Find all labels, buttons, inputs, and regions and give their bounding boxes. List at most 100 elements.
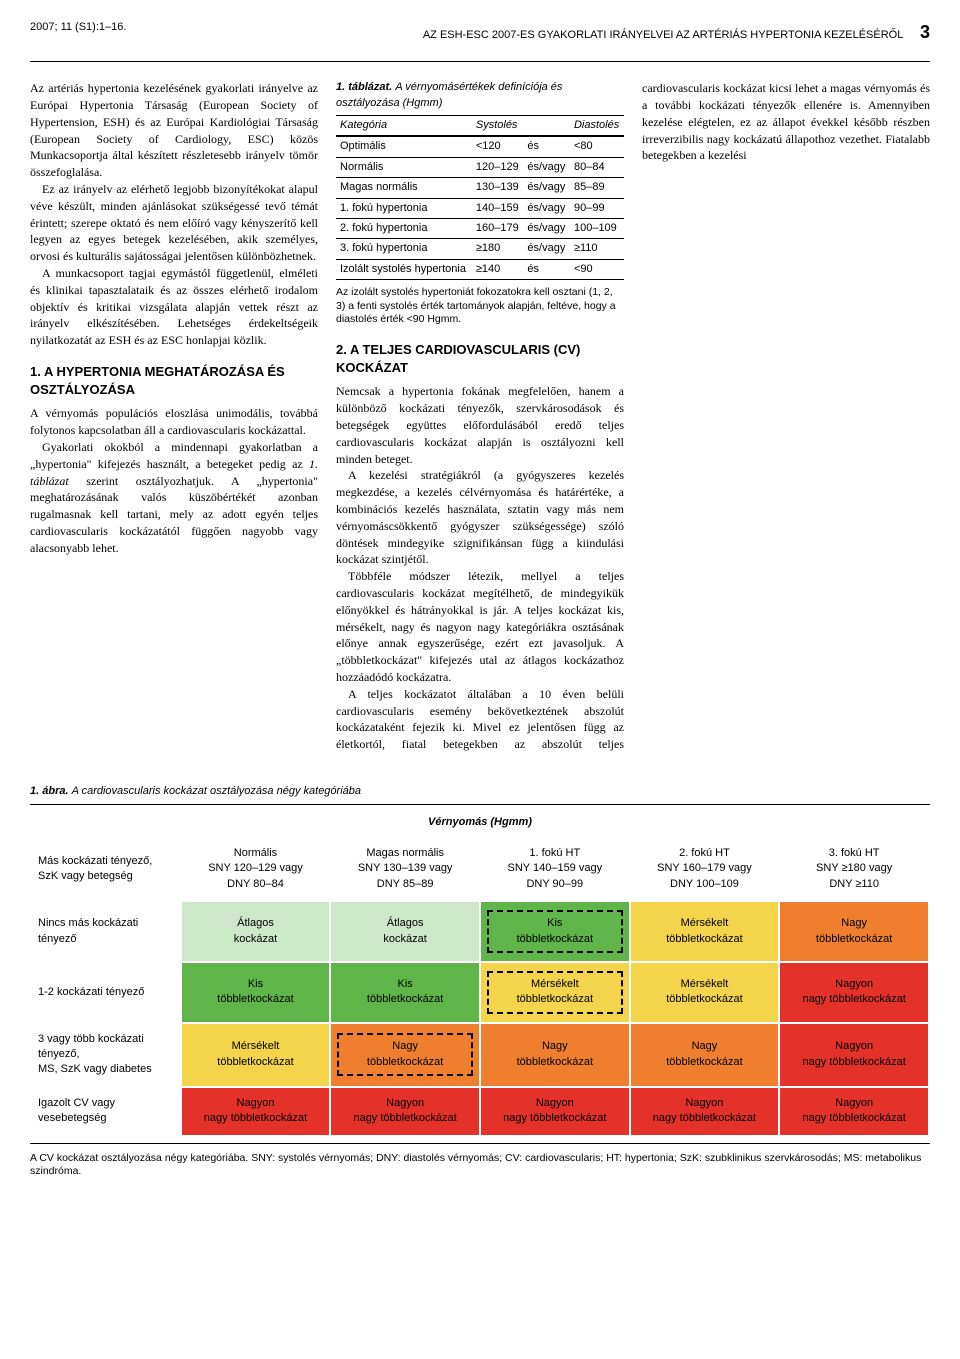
table-cell: 80–84 — [570, 157, 624, 177]
risk-table: Más kockázati tényező,SzK vagy betegségN… — [30, 836, 930, 1137]
figure-1-footnote: A CV kockázat osztályozása négy kategóri… — [30, 1152, 930, 1179]
risk-row-header: Nincs más kockázati tényező — [31, 901, 181, 962]
table-row: Izolált systolés hypertonia≥140és<90 — [336, 259, 624, 279]
risk-cell: Mérsékelttöbbletkockázat — [480, 962, 630, 1023]
para-intro-3: A munkacsoport tagjai egymástól függetle… — [30, 265, 318, 349]
figure-1-bottom-rule — [30, 1143, 930, 1144]
table-cell: 160–179 — [472, 218, 524, 238]
table-cell: Izolált systolés hypertonia — [336, 259, 472, 279]
table-cell: ≥110 — [570, 239, 624, 259]
para-2-1: Nemcsak a hypertonia fokának megfelelően… — [336, 383, 624, 467]
para-intro-2: Ez az irányelv az elérhető legjobb bizon… — [30, 181, 318, 265]
table-row: 1. fokú hypertonia140–159és/vagy90–99 — [336, 198, 624, 218]
table-row: Nincs más kockázati tényezőÁtlagoskockáz… — [31, 901, 929, 962]
table-1-header-cell: Diastolés — [570, 115, 624, 136]
risk-cell: Nagytöbbletkockázat — [630, 1023, 780, 1087]
table-cell: <80 — [570, 136, 624, 157]
table-cell: és/vagy — [523, 218, 570, 238]
body-columns: Az artériás hypertonia kezelésének gyako… — [30, 80, 930, 760]
table-cell: és/vagy — [523, 157, 570, 177]
table-row: Normális120–129és/vagy80–84 — [336, 157, 624, 177]
para-2-3: Többféle módszer létezik, mellyel a telj… — [336, 568, 624, 686]
risk-col-header: NormálisSNY 120–129 vagyDNY 80–84 — [181, 837, 331, 901]
risk-cell: Nagyonnagy többletkockázat — [480, 1087, 630, 1136]
risk-cell: Kistöbbletkockázat — [181, 962, 331, 1023]
table-row: Magas normális130–139és/vagy85–89 — [336, 178, 624, 198]
table-1-header-cell: Kategória — [336, 115, 472, 136]
running-header: 2007; 11 (S1):1–16. AZ ESH-ESC 2007-ES G… — [30, 20, 930, 45]
risk-cell: Nagytöbbletkockázat — [330, 1023, 480, 1087]
table-row: 2. fokú hypertonia160–179és/vagy100–109 — [336, 218, 624, 238]
header-rule — [30, 61, 930, 62]
risk-cell: Kistöbbletkockázat — [480, 901, 630, 962]
risk-cell: Átlagoskockázat — [181, 901, 331, 962]
table-cell: és/vagy — [523, 239, 570, 259]
bp-classification-table: KategóriaSystolés Diastolés Optimális<120… — [336, 115, 624, 280]
figure-1-rule — [30, 804, 930, 805]
figure-1: 1. ábra. A cardiovascularis kockázat osz… — [30, 784, 930, 1179]
table-cell: ≥180 — [472, 239, 524, 259]
table-cell: Magas normális — [336, 178, 472, 198]
heading-1: 1. A HYPERTONIA MEGHATÁROZÁSA ÉS OSZTÁLY… — [30, 363, 318, 399]
table-1-header-cell — [523, 115, 570, 136]
bp-group-header: Vérnyomás (Hgmm) — [30, 809, 930, 836]
page-number: 3 — [920, 22, 930, 42]
risk-cell: Nagyonnagy többletkockázat — [779, 1087, 929, 1136]
risk-cell: Kistöbbletkockázat — [330, 962, 480, 1023]
risk-row-header: 3 vagy több kockázati tényező,MS, SzK va… — [31, 1023, 181, 1087]
para-1-1: A vérnyomás populációs eloszlása unimodá… — [30, 405, 318, 439]
risk-cell: Nagytöbbletkockázat — [480, 1023, 630, 1087]
table-cell: Optimális — [336, 136, 472, 157]
para-1-2: Gyakorlati okokból a mindennapi gyakorla… — [30, 439, 318, 557]
figure-1-caption: 1. ábra. A cardiovascularis kockázat osz… — [30, 784, 930, 799]
risk-col-header: Magas normálisSNY 130–139 vagyDNY 85–89 — [330, 837, 480, 901]
table-row: Optimális<120és<80 — [336, 136, 624, 157]
risk-cell: Mérsékelttöbbletkockázat — [630, 901, 780, 962]
risk-col-header: 1. fokú HTSNY 140–159 vagyDNY 90–99 — [480, 837, 630, 901]
table-cell: Normális — [336, 157, 472, 177]
table-row: Igazolt CV vagy vesebetegségNagyonnagy t… — [31, 1087, 929, 1136]
table-cell: 130–139 — [472, 178, 524, 198]
table-1-caption: 1. táblázat. A vérnyomásértékek definíci… — [336, 80, 624, 111]
risk-cell: Nagyonnagy többletkockázat — [779, 962, 929, 1023]
risk-cell: Nagyonnagy többletkockázat — [779, 1023, 929, 1087]
table-cell: és — [523, 136, 570, 157]
table-row: 3 vagy több kockázati tényező,MS, SzK va… — [31, 1023, 929, 1087]
risk-cell: Nagytöbbletkockázat — [779, 901, 929, 962]
table-cell: 120–129 — [472, 157, 524, 177]
risk-cell: Mérsékelttöbbletkockázat — [630, 962, 780, 1023]
risk-col-header: 3. fokú HTSNY ≥180 vagyDNY ≥110 — [779, 837, 929, 901]
table-1: 1. táblázat. A vérnyomásértékek definíci… — [336, 80, 624, 327]
table-cell: és/vagy — [523, 178, 570, 198]
table-row: 3. fokú hypertonia≥180és/vagy≥110 — [336, 239, 624, 259]
risk-cell: Átlagoskockázat — [330, 901, 480, 962]
journal-ref: 2007; 11 (S1):1–16. — [30, 20, 126, 45]
risk-row-header: 1-2 kockázati tényező — [31, 962, 181, 1023]
table-cell: <90 — [570, 259, 624, 279]
risk-cell: Mérsékelttöbbletkockázat — [181, 1023, 331, 1087]
table-cell: 100–109 — [570, 218, 624, 238]
table-cell: 140–159 — [472, 198, 524, 218]
para-2-2: A kezelési stratégiákról (a gyógyszeres … — [336, 467, 624, 568]
risk-cell: Nagyonnagy többletkockázat — [630, 1087, 780, 1136]
risk-col-header: 2. fokú HTSNY 160–179 vagyDNY 100–109 — [630, 837, 780, 901]
table-cell: 1. fokú hypertonia — [336, 198, 472, 218]
heading-2: 2. A TELJES CARDIOVASCULARIS (CV) KOCKÁZ… — [336, 341, 624, 377]
table-cell: <120 — [472, 136, 524, 157]
table-cell: és — [523, 259, 570, 279]
table-cell: 90–99 — [570, 198, 624, 218]
risk-row-header: Igazolt CV vagy vesebetegség — [31, 1087, 181, 1136]
table-cell: és/vagy — [523, 198, 570, 218]
risk-rowhead-header: Más kockázati tényező,SzK vagy betegség — [31, 837, 181, 901]
table-row: 1-2 kockázati tényezőKistöbbletkockázatK… — [31, 962, 929, 1023]
table-cell: 2. fokú hypertonia — [336, 218, 472, 238]
table-cell: 85–89 — [570, 178, 624, 198]
article-title-header: AZ ESH-ESC 2007-ES GYAKORLATI IRÁNYELVEI… — [423, 20, 930, 45]
table-1-footnote: Az izolált systolés hypertoniát fokozato… — [336, 286, 624, 327]
risk-cell: Nagyonnagy többletkockázat — [330, 1087, 480, 1136]
table-cell: ≥140 — [472, 259, 524, 279]
para-intro-1: Az artériás hypertonia kezelésének gyako… — [30, 80, 318, 181]
table-1-header-cell: Systolés — [472, 115, 524, 136]
risk-cell: Nagyonnagy többletkockázat — [181, 1087, 331, 1136]
table-cell: 3. fokú hypertonia — [336, 239, 472, 259]
